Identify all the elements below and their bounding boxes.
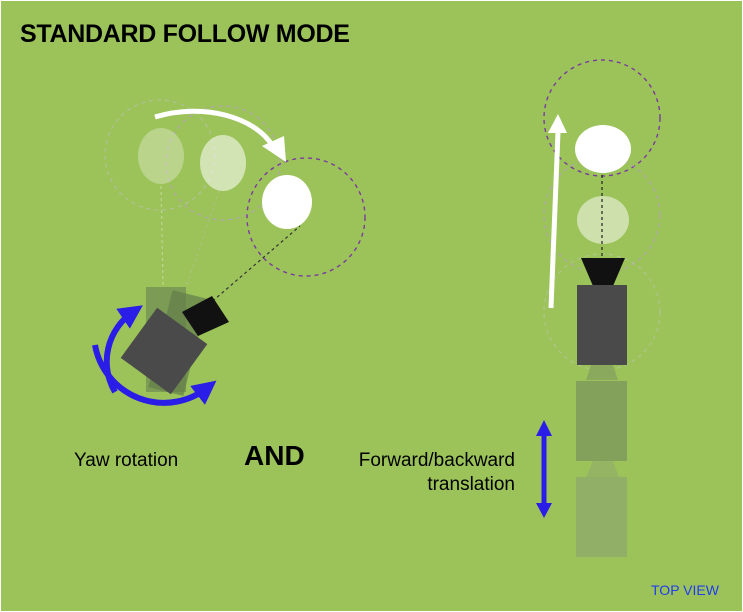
range-circle	[246, 157, 366, 277]
subject	[262, 175, 312, 229]
motion-arrow-curve	[154, 108, 275, 147]
subject-current	[575, 125, 631, 173]
camera-lens-forward	[581, 258, 625, 286]
forward-arrow-shaft	[548, 131, 561, 309]
camera-body-ghost-2	[576, 477, 627, 557]
camera-body-ghost-1	[576, 381, 627, 461]
and-connector-label: AND	[244, 440, 305, 471]
translation-label-line-1: Forward/backward	[358, 450, 515, 471]
forward-arrow-head	[548, 114, 567, 133]
motion-arrow-head	[262, 136, 286, 162]
camera-lens-ghost-1	[586, 365, 618, 380]
subject-ghost-2	[200, 135, 246, 191]
sight-line-ghost-2	[184, 189, 220, 291]
sight-line-ghost-1	[160, 183, 164, 286]
subject-ghost	[577, 196, 629, 244]
subject-ghost-1	[138, 128, 184, 184]
range-circle-ghost-2	[165, 105, 281, 221]
sight-line	[207, 225, 301, 306]
yaw-rotation-group	[92, 99, 366, 406]
top-view-label: TOP VIEW	[651, 582, 719, 598]
camera-lens-ghost-2	[586, 461, 619, 477]
camera-body	[120, 307, 208, 395]
diagram-title: STANDARD FOLLOW MODE	[20, 20, 350, 48]
translation-group	[536, 59, 661, 557]
camera-lens	[182, 296, 229, 336]
translation-label-line-2: translation	[427, 474, 515, 495]
rotation-arrow-lower	[92, 344, 217, 406]
translation-arrow-down-head	[536, 503, 552, 518]
camera-body-forward	[577, 285, 627, 365]
yaw-rotation-label: Yaw rotation	[74, 450, 179, 471]
translation-arrow-up-head	[536, 420, 552, 436]
